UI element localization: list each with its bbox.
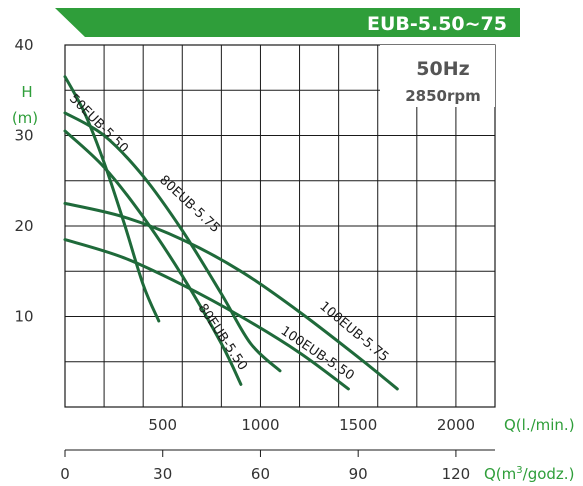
y-tick-label: 10 — [14, 308, 33, 326]
x-tick-label: 1500 — [339, 416, 377, 434]
speed-annotation: 2850rpm — [405, 87, 481, 105]
x-axis-label-primary: Q(l./min.) — [504, 416, 575, 434]
chart-title: EUB-5.50~75 — [367, 13, 507, 35]
x-tick-label: 2000 — [437, 416, 475, 434]
x2-tick-label: 30 — [153, 465, 172, 483]
x-axis-label-secondary: Q(m3/godz.) — [484, 465, 574, 483]
y-axis-label-h: H — [21, 83, 32, 101]
curve-50eub-5.50 — [63, 75, 161, 323]
x-tick-label: 500 — [148, 416, 177, 434]
y-tick-label: 20 — [14, 217, 33, 235]
plot-frame — [64, 44, 496, 408]
x2-tick-label: 90 — [349, 465, 368, 483]
x2-tick-label: 0 — [60, 465, 70, 483]
annotation-box — [380, 45, 495, 107]
y-tick-label: 30 — [14, 127, 33, 145]
y-tick-label: 40 — [14, 36, 33, 54]
x2-tick-label: 120 — [442, 465, 471, 483]
curve-100eub-5.75 — [63, 201, 399, 391]
curve-80eub-5.75 — [63, 111, 282, 373]
curve-100eub-5.50 — [63, 238, 350, 391]
x2-tick-label: 60 — [251, 465, 270, 483]
x-tick-label: 1000 — [241, 416, 279, 434]
y-axis-label-unit: (m) — [12, 109, 38, 127]
plot-grid — [65, 45, 495, 407]
frequency-annotation: 50Hz — [416, 58, 469, 80]
curve-label: 80EUB-5.50 — [195, 301, 250, 373]
title-banner — [55, 8, 520, 37]
curve-80eub-5.50 — [63, 129, 243, 386]
